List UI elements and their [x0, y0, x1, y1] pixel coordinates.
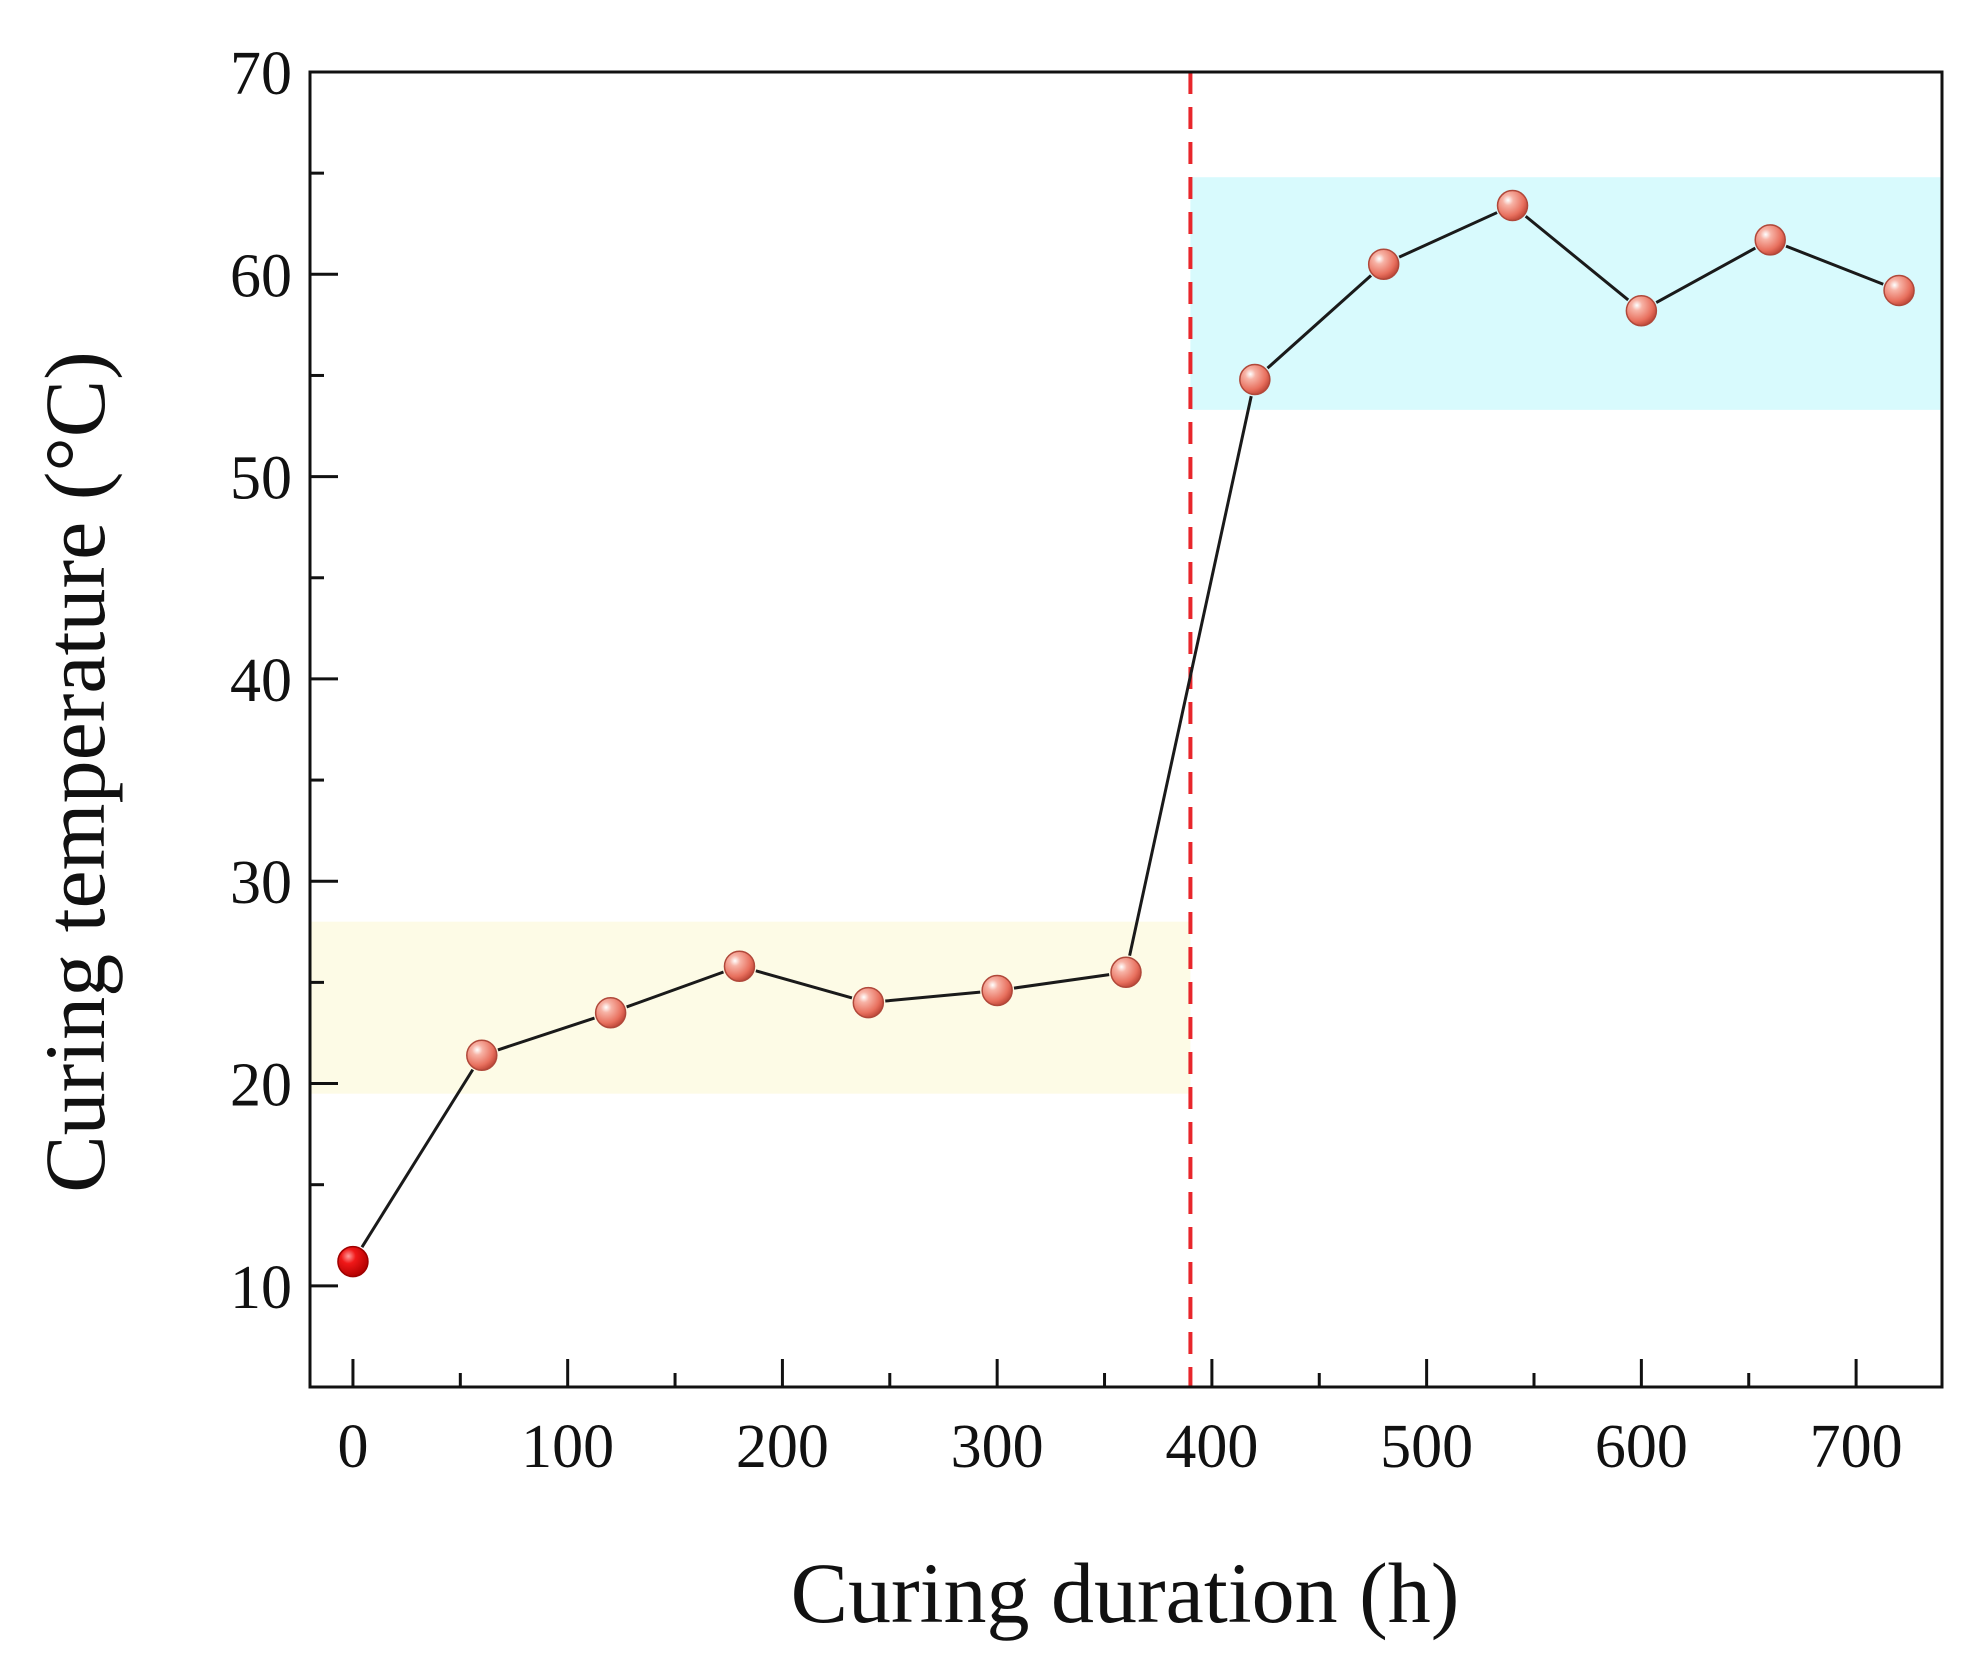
data-point: [981, 974, 1013, 1007]
y-tick-label: 60: [230, 242, 292, 310]
series-segment: [497, 1016, 595, 1052]
data-point: [723, 950, 756, 982]
ambient-band: [310, 921, 1191, 1094]
x-tick-label: 200: [736, 1413, 829, 1481]
data-point: [594, 996, 627, 1029]
data-point: [1754, 224, 1786, 256]
y-axis-title: Curing temperature (°C): [27, 351, 123, 1193]
series-segment: [1128, 395, 1253, 956]
y-tick-label: 20: [230, 1052, 292, 1120]
data-point: [852, 986, 885, 1019]
x-axis-title: Curing duration (h): [791, 1545, 1460, 1641]
data-points: [337, 189, 1915, 1278]
series-segment: [1785, 244, 1884, 286]
series-segment: [1266, 274, 1373, 370]
tick-labels: 0 100 200 300 400 500 600 700 10 20 30 40 50 60 70: [230, 40, 1903, 1481]
data-point: [1625, 294, 1658, 327]
series-line-layer: [360, 211, 1884, 1248]
data-point: [1883, 274, 1915, 307]
data-point: [1239, 363, 1271, 396]
x-tick-label: 600: [1595, 1413, 1688, 1481]
shaded-bands: [310, 177, 1942, 1094]
data-point: [1367, 248, 1400, 280]
data-point: [466, 1039, 498, 1071]
axes: [308, 70, 1944, 1389]
y-tick-label: 40: [230, 647, 292, 715]
plot-frame: [308, 70, 1944, 1389]
x-tick-label: 100: [521, 1413, 614, 1481]
y-tick-label: 70: [230, 40, 292, 108]
y-tick-label: 10: [230, 1254, 292, 1322]
elevated-band: [1190, 177, 1942, 410]
data-point: [1110, 956, 1142, 989]
series-segment: [1398, 211, 1498, 259]
y-tick-label: 50: [230, 445, 292, 513]
series-segment: [1524, 215, 1630, 302]
x-tick-label: 300: [951, 1413, 1044, 1481]
x-tick-label: 500: [1380, 1413, 1473, 1481]
data-point: [1496, 189, 1529, 222]
series-segment: [626, 970, 724, 1009]
x-tick-label: 0: [337, 1413, 368, 1481]
y-tick-label: 30: [230, 849, 292, 917]
series-segment: [360, 1068, 475, 1248]
series-segment: [1655, 246, 1757, 304]
series-segment: [755, 969, 853, 1000]
data-point: [337, 1245, 369, 1278]
x-tick-label: 700: [1810, 1413, 1903, 1481]
series-segment: [885, 990, 981, 1003]
x-tick-label: 400: [1165, 1413, 1258, 1481]
series-segment: [1013, 973, 1110, 990]
